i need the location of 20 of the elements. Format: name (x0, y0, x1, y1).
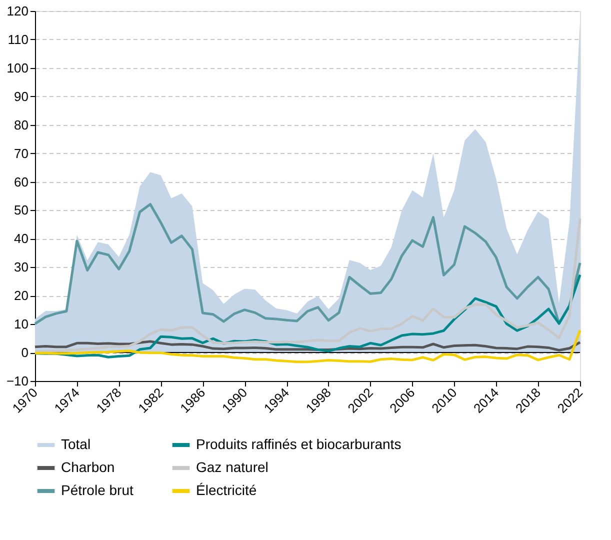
y-tick-label: 50 (14, 202, 28, 218)
y-tick-label: 30 (14, 260, 28, 275)
y-tick-label: 90 (14, 88, 28, 104)
legend-label: Produits raffinés et biocarburants (196, 436, 402, 452)
y-tick-label: 100 (6, 60, 28, 76)
y-tick-label: 110 (8, 32, 28, 47)
y-tick-label: 60 (14, 174, 28, 190)
legend-label: Pétrole brut (61, 482, 134, 498)
y-tick-label: 40 (14, 231, 28, 246)
legend-label: Charbon (61, 459, 115, 475)
legend-label: Gaz naturel (196, 459, 268, 475)
y-tick-label: 80 (14, 117, 28, 132)
y-tick-label: −10 (6, 374, 28, 388)
y-tick-label: 20 (14, 288, 28, 304)
y-tick-label: 70 (14, 146, 28, 161)
legend-label: Total (61, 436, 91, 452)
y-tick-label: 120 (6, 4, 28, 18)
y-tick-label: 0 (21, 345, 28, 360)
legend-label: Électricité (196, 482, 257, 498)
y-tick-label: 10 (14, 316, 28, 332)
